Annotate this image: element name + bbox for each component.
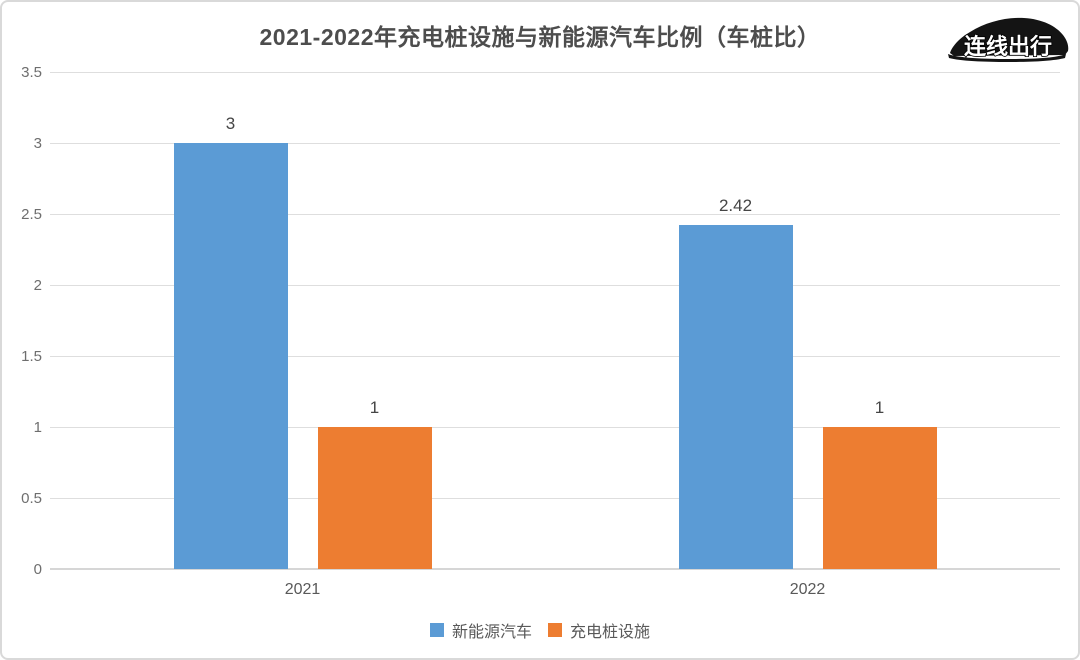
bar-value-label: 1	[874, 398, 885, 417]
legend-item-1: 充电桩设施	[548, 618, 650, 642]
y-tick-label: 0.5	[21, 490, 42, 507]
legend-swatch-icon	[429, 623, 444, 637]
gridline	[50, 214, 1060, 215]
x-tick-label: 2021	[284, 581, 321, 598]
legend-item-0: 新能源汽车	[429, 618, 532, 642]
gridline	[50, 285, 1060, 286]
gridline	[50, 143, 1060, 144]
legend: 新能源汽车 充电桩设施	[2, 618, 1078, 642]
bar-2022-series-0	[678, 225, 793, 569]
y-tick-label: 2.5	[21, 206, 42, 223]
bar-2021-series-1	[317, 427, 432, 569]
y-tick-label: 1.5	[21, 348, 42, 365]
gridline	[50, 427, 1060, 428]
y-tick-label: 3	[33, 135, 42, 152]
chart-title: 2021-2022年充电桩设施与新能源汽车比例（车桩比）	[259, 24, 821, 50]
x-axis-line	[50, 568, 1060, 570]
y-tick-label: 3.5	[21, 64, 42, 81]
gridline	[50, 356, 1060, 357]
bar-value-label: 1	[369, 398, 380, 417]
y-tick-label: 0	[33, 561, 42, 578]
y-tick-label: 1	[33, 419, 42, 436]
bar-2022-series-1	[822, 427, 937, 569]
bar-value-label: 2.42	[718, 196, 753, 216]
car-icon	[948, 17, 1069, 62]
bar-value-label: 3	[225, 114, 236, 133]
legend-label: 新能源汽车	[451, 624, 532, 641]
brand-logo-text: 连线出行	[964, 34, 1052, 59]
x-tick-label: 2022	[789, 581, 826, 598]
gridline	[50, 498, 1060, 499]
brand-logo: 连线出行	[948, 17, 1069, 62]
bar-2021-series-0	[173, 143, 288, 569]
y-tick-label: 2	[33, 277, 42, 294]
legend-label: 充电桩设施	[570, 624, 651, 641]
legend-swatch-icon	[548, 623, 562, 637]
gridline	[50, 72, 1060, 73]
